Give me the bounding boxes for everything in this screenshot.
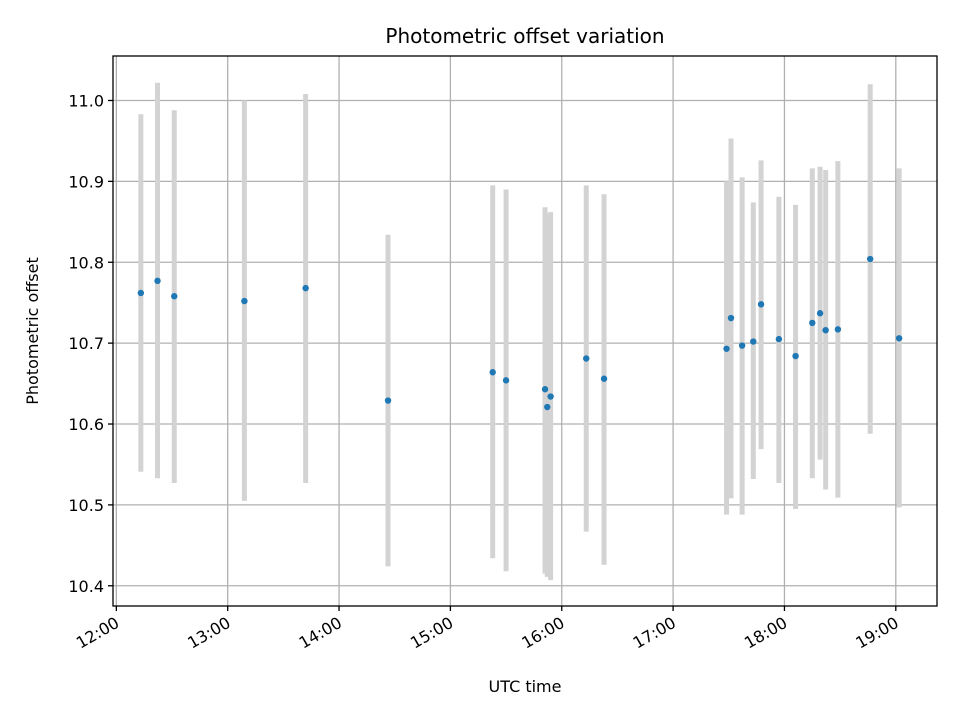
data-point	[816, 310, 824, 317]
data-point	[834, 326, 842, 333]
data-point	[137, 289, 145, 297]
data-point	[757, 301, 765, 308]
data-point	[583, 355, 590, 362]
data-point	[723, 345, 730, 352]
y-tick-label: 10.6	[68, 415, 104, 434]
grid	[113, 56, 937, 606]
data-point	[489, 369, 496, 376]
data-point	[822, 326, 829, 334]
chart-title: Photometric offset variation	[385, 24, 664, 48]
data-point	[727, 314, 735, 322]
plot-area	[113, 56, 937, 606]
data-point	[600, 375, 608, 382]
y-tick-label: 10.9	[68, 172, 104, 191]
data-point	[547, 393, 554, 400]
data-point	[775, 335, 783, 343]
data-point	[866, 255, 874, 263]
data-point	[792, 352, 799, 360]
data-point	[738, 342, 746, 349]
data-point	[809, 319, 816, 327]
y-tick-label: 10.5	[68, 496, 104, 515]
axes-frame	[112, 55, 938, 607]
y-axis-label: Photometric offset	[23, 257, 42, 405]
data-point	[154, 277, 161, 285]
data-point	[544, 403, 551, 411]
data-points	[137, 255, 903, 411]
y-tick-label: 11.0	[68, 91, 104, 110]
data-point	[171, 293, 178, 300]
x-axis-label: UTC time	[489, 677, 562, 696]
data-point	[895, 335, 903, 342]
data-point	[502, 377, 510, 384]
data-point	[541, 386, 549, 393]
y-tick-label: 10.4	[68, 577, 104, 596]
data-point	[384, 397, 392, 404]
data-point	[241, 297, 248, 305]
y-tick-label: 10.7	[68, 334, 104, 353]
data-point	[750, 338, 757, 345]
data-point	[302, 284, 309, 292]
y-tick-label: 10.8	[68, 253, 104, 272]
